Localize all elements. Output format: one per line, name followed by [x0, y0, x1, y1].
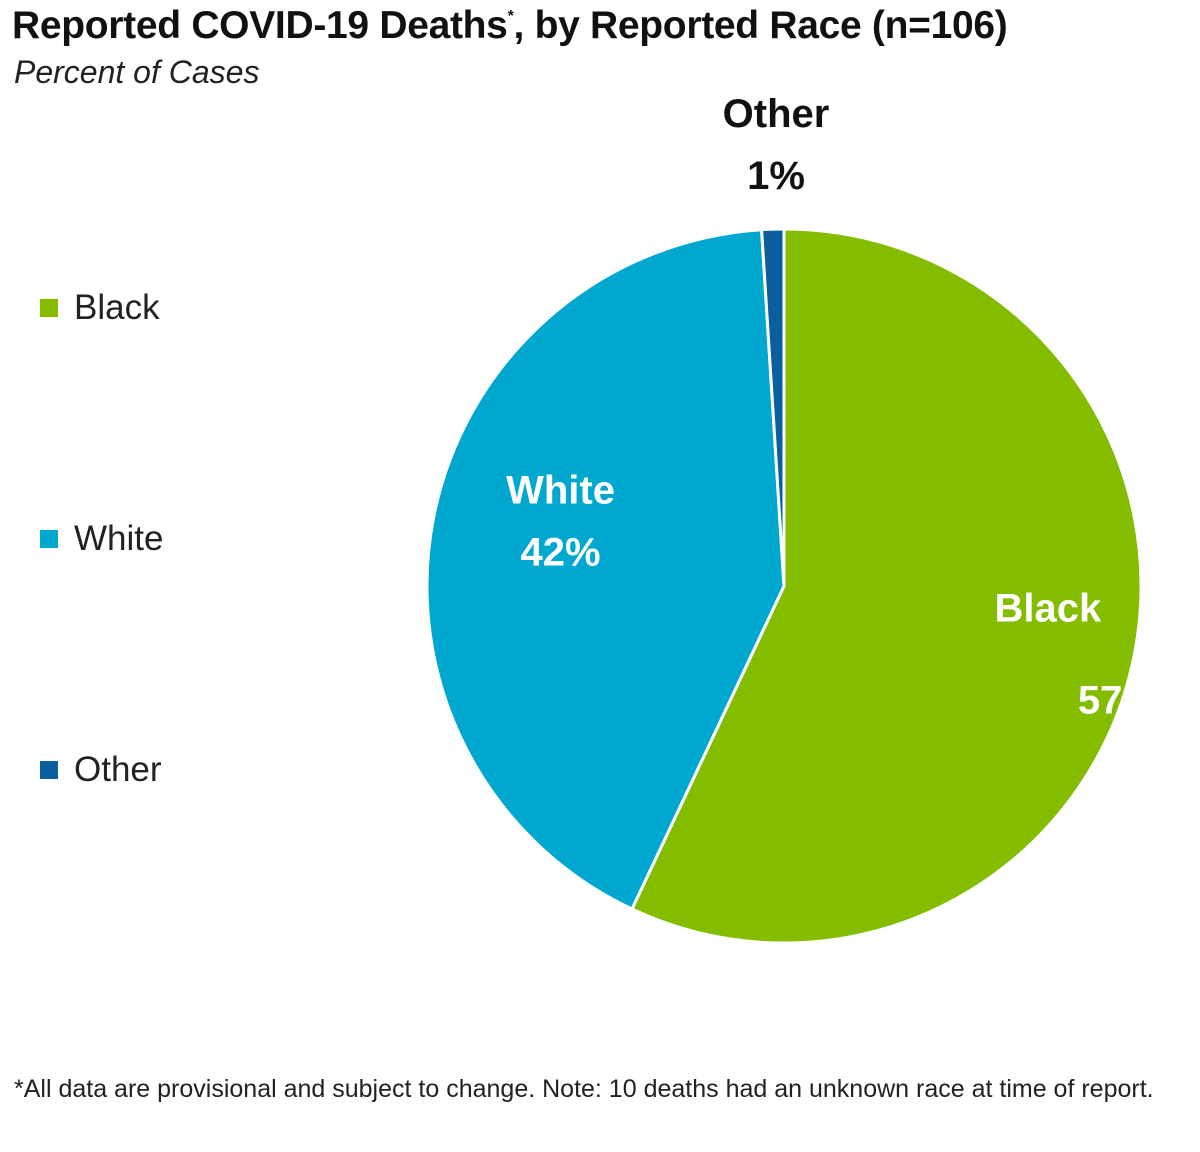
slice-value-label-white: 42%	[521, 531, 601, 575]
chart-subtitle: Percent of Cases	[14, 54, 260, 90]
legend-label-other: Other	[74, 750, 162, 789]
pie-slice-other	[760, 227, 786, 588]
legend-swatch-white	[40, 530, 58, 548]
footnote: *All data are provisional and subject to…	[14, 1075, 1154, 1103]
legend-item-white: White	[40, 517, 163, 561]
legend-item-other: Other	[40, 748, 162, 792]
slice-name-label-black: Black	[995, 587, 1102, 631]
slice-value-label-black: 57%	[1078, 679, 1158, 723]
legend-item-black: Black	[40, 286, 160, 330]
slice-value-label-other: 1%	[747, 154, 805, 198]
slice-name-label-white: White	[506, 469, 615, 513]
chart-title-text: Reported COVID-19 Deaths	[12, 4, 508, 47]
legend-label-black: Black	[74, 288, 160, 327]
legend-swatch-black	[40, 299, 58, 317]
title-footnote-marker: *	[507, 8, 514, 25]
legend-label-white: White	[74, 519, 164, 558]
pie-slice-white	[425, 228, 786, 911]
chart-title-suffix: , by Reported Race (n=106)	[513, 4, 1008, 47]
pie-slice-black	[630, 227, 1143, 945]
slice-name-label-other: Other	[723, 92, 830, 136]
legend-swatch-other	[40, 761, 58, 779]
chart-title: Reported COVID-19 Deaths*, by Reported R…	[12, 4, 1008, 48]
